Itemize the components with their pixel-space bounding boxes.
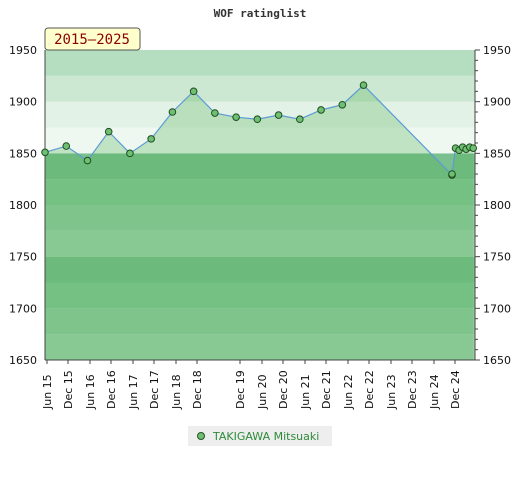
x-tick-label: Dec 20: [277, 370, 290, 409]
x-tick-label: Jun 20: [256, 374, 269, 410]
data-point: [41, 148, 49, 157]
data-point: [189, 87, 198, 96]
y-tick-label-left: 1750: [9, 251, 37, 264]
y-tick-label-right: 1800: [483, 199, 511, 212]
legend-box: [188, 426, 332, 446]
y-tick-label-right: 1900: [483, 96, 511, 109]
legend: TAKIGAWA Mitsuaki: [188, 426, 332, 446]
band: [45, 282, 475, 309]
data-point: [168, 108, 177, 116]
y-tick-label-left: 1950: [9, 44, 37, 57]
band: [45, 179, 475, 205]
data-point: [253, 115, 262, 124]
y-axis-left-labels: 1650 1700 1750 1800 1850 1900 1950: [9, 44, 37, 367]
period-badge-label: 2015–2025: [54, 32, 130, 48]
x-tick-label: Jun 15: [41, 374, 54, 410]
y-tick-label-left: 1800: [9, 199, 37, 212]
legend-marker: [197, 432, 205, 440]
y-tick-label-left: 1700: [9, 302, 37, 315]
data-point: [147, 135, 155, 143]
x-tick-label: Dec 22: [363, 370, 376, 409]
band: [45, 205, 475, 231]
x-tick-label: Dec 24: [449, 370, 462, 409]
y-tick-label-right: 1850: [483, 147, 511, 160]
data-point: [104, 127, 113, 136]
band: [45, 230, 475, 257]
axes: [44, 49, 480, 364]
data-point: [83, 156, 92, 165]
data-point: [296, 115, 304, 124]
y-axis-right-labels: 1650 1700 1750 1800 1850 1900 1950: [483, 44, 511, 367]
x-axis-labels: Jun 15 Dec 15 Jun 16 Dec 16 Jun 17 Dec 17 Jun …: [41, 370, 462, 410]
x-tick-label: Jun 23: [385, 374, 398, 410]
band: [45, 50, 475, 76]
x-tick-label: Jun 21: [299, 374, 312, 410]
rating-area: [45, 85, 474, 360]
x-tick-label: Dec 17: [148, 370, 161, 409]
data-point: [338, 100, 347, 109]
y-tick-label-left: 1650: [9, 354, 37, 367]
rating-area-layer: [45, 85, 474, 360]
y-tick-label-right: 1750: [483, 251, 511, 264]
x-tick-label: Jun 16: [84, 374, 97, 410]
period-badge: 2015–2025: [44, 27, 141, 51]
band: [45, 334, 475, 360]
x-tick-label: Jun 17: [127, 374, 140, 410]
x-tick-label: Jun 24: [428, 374, 441, 410]
data-point: [359, 81, 368, 89]
x-tick-label: Dec 23: [406, 370, 419, 409]
data-point: [274, 111, 283, 119]
y-tick-label-right: 1650: [483, 354, 511, 367]
y-tick-label-right: 1950: [483, 44, 511, 57]
x-tick-label: Jun 22: [342, 374, 355, 410]
y-tick-label-left: 1850: [9, 147, 37, 160]
data-point: [232, 113, 240, 121]
data-point: [448, 170, 456, 178]
chart-title: WOF ratinglist: [214, 7, 307, 20]
data-point: [126, 149, 134, 158]
x-tick-label: Dec 18: [191, 370, 204, 409]
x-tick-label: Dec 16: [105, 370, 118, 409]
band: [45, 153, 475, 180]
x-tick-label: Dec 15: [62, 370, 75, 409]
y-tick-label-right: 1700: [483, 302, 511, 315]
data-point: [317, 106, 325, 114]
y-tick-label-left: 1900: [9, 96, 37, 109]
band: [45, 75, 475, 102]
band: [45, 256, 475, 283]
data-point: [62, 142, 71, 150]
x-tick-label: Dec 21: [320, 370, 333, 409]
band: [45, 308, 475, 335]
x-tick-label: Jun 18: [170, 374, 183, 410]
period-badge-box: [44, 27, 141, 51]
legend-label: TAKIGAWA Mitsuaki: [212, 430, 319, 443]
data-point: [469, 144, 478, 152]
x-tick-label: Dec 19: [234, 370, 247, 409]
data-point: [211, 109, 219, 117]
band: [45, 101, 475, 128]
data-points: [41, 81, 478, 179]
